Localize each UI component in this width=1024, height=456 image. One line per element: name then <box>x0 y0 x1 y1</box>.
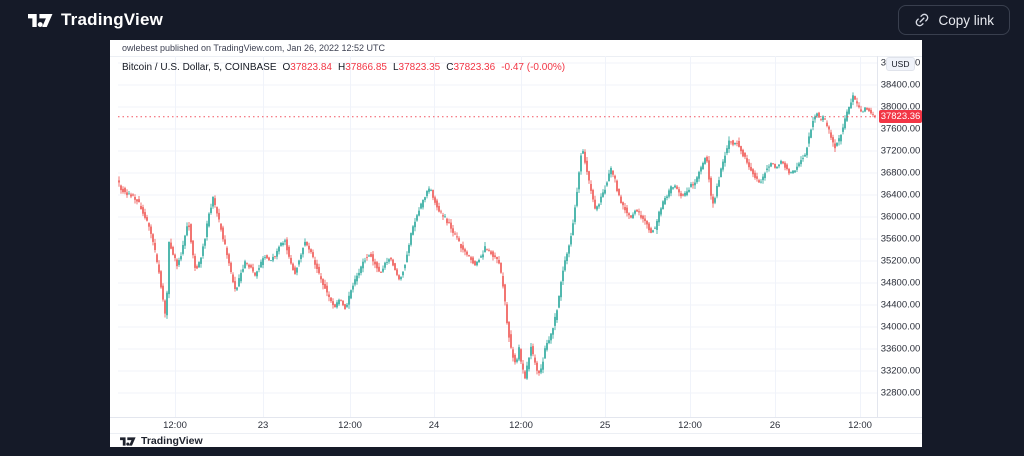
ohlc-value: 37823.35 <box>398 62 441 73</box>
symbol-legend: Bitcoin / U.S. Dollar, 5, COINBASE O37823… <box>122 62 565 73</box>
price-tick-label: 36800.00 <box>880 167 921 179</box>
copy-link-label: Copy link <box>938 12 994 28</box>
attribution-text: TradingView <box>141 435 203 447</box>
price-tick-label: 38000.00 <box>880 101 921 113</box>
tradingview-logo[interactable]: TradingView <box>28 10 163 30</box>
price-tick-label: 34000.00 <box>880 321 921 333</box>
symbol-title: Bitcoin / U.S. Dollar, 5, COINBASE <box>122 62 277 73</box>
last-price-badge: 37823.36 <box>879 110 922 124</box>
price-tick-label: 36400.00 <box>880 189 921 201</box>
price-tick-label: 33600.00 <box>880 343 921 355</box>
price-tick-label: 32800.00 <box>880 387 921 399</box>
time-tick-label: 25 <box>599 420 611 431</box>
price-tick-label: 33200.00 <box>880 365 921 377</box>
ohlc-value: 37823.84 <box>290 62 332 73</box>
publisher-line: owlebest published on TradingView.com, J… <box>110 40 922 57</box>
attribution: TradingView <box>110 433 922 448</box>
tradingview-watermark-icon <box>120 436 136 446</box>
tradingview-logo-text: TradingView <box>61 10 164 29</box>
chart-panel: owlebest published on TradingView.com, J… <box>110 40 922 447</box>
tradingview-logo-icon <box>28 13 53 27</box>
candlestick-chart[interactable] <box>118 56 877 417</box>
ohlc-value: 37866.85 <box>345 62 387 73</box>
ohlc-label: L <box>392 62 399 73</box>
price-tick-label: 36000.00 <box>880 211 921 223</box>
time-tick-label: 23 <box>257 420 269 431</box>
price-tick-label: 34400.00 <box>880 299 921 311</box>
time-tick-label: 12:00 <box>678 420 702 431</box>
price-tick-label: 38400.00 <box>880 79 921 91</box>
price-tick-label: 37600.00 <box>880 123 921 135</box>
link-icon <box>916 13 929 27</box>
ohlc-values: O37823.84 H37866.85 L37823.35 C37823.36 <box>277 62 496 73</box>
price-tick-label: 34800.00 <box>880 277 921 289</box>
copy-link-button[interactable]: Copy link <box>898 5 1010 35</box>
time-tick-label: 12:00 <box>163 420 187 431</box>
ohlc-label: O <box>282 62 291 73</box>
time-axis[interactable]: 12:00 23 12:00 24 12:00 25 12:00 26 12:00 <box>110 417 922 434</box>
currency-unit-toggle[interactable]: USD <box>886 57 915 71</box>
time-tick-label: 26 <box>769 420 781 431</box>
header: TradingView Copy link <box>0 0 1024 40</box>
ohlc-label: H <box>338 62 346 73</box>
price-tick-label: 37200.00 <box>880 145 921 157</box>
time-tick-label: 12:00 <box>848 420 872 431</box>
time-tick-label: 12:00 <box>509 420 533 431</box>
ohlc-value: 37823.36 <box>453 62 496 73</box>
price-axis[interactable]: USD 37823.36 38800.0038400.0038000.00376… <box>877 56 923 417</box>
time-tick-label: 24 <box>428 420 440 431</box>
time-tick-label: 12:00 <box>338 420 362 431</box>
price-tick-label: 35600.00 <box>880 233 921 245</box>
change-value: -0.47 (-0.00%) <box>501 62 566 73</box>
price-tick-label: 35200.00 <box>880 255 921 267</box>
ohlc-label: C <box>446 62 454 73</box>
